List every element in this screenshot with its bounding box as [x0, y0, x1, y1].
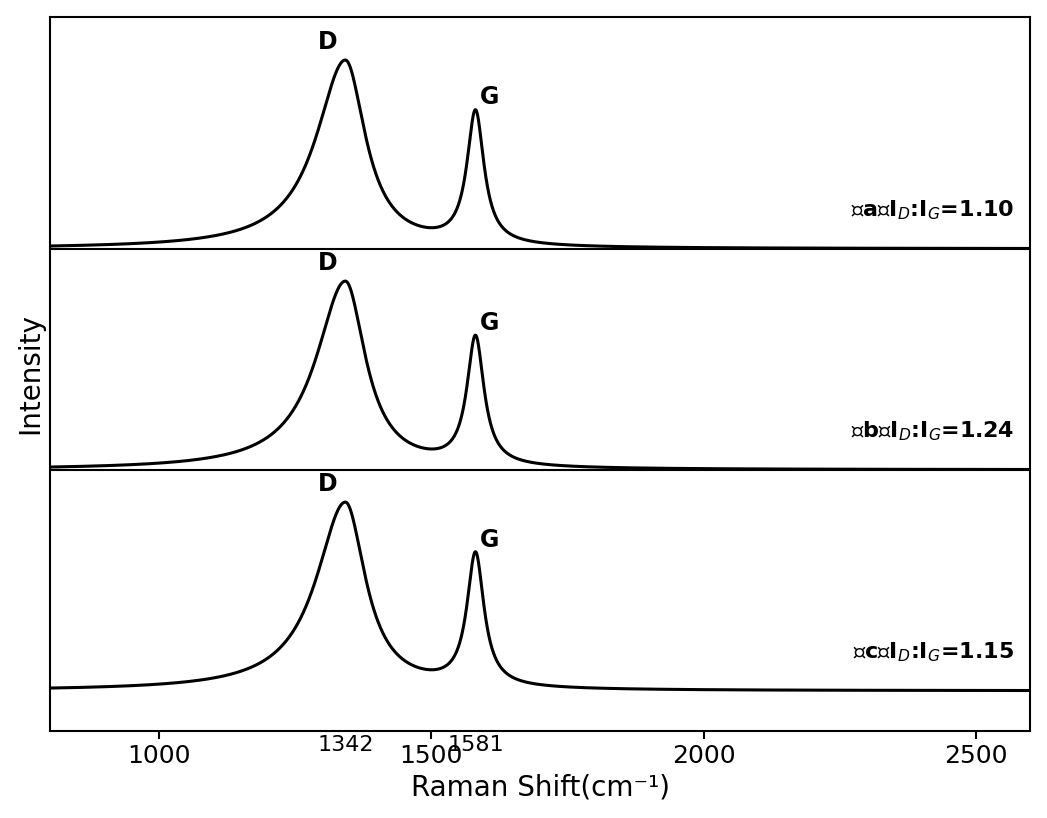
Text: D: D	[317, 30, 337, 54]
Text: （b）I$_D$:I$_G$=1.24: （b）I$_D$:I$_G$=1.24	[851, 420, 1013, 443]
Text: 1342: 1342	[317, 735, 374, 755]
Text: 1581: 1581	[447, 735, 504, 755]
Text: G: G	[480, 86, 499, 110]
Y-axis label: Intensity: Intensity	[17, 313, 45, 434]
Text: （c）I$_D$:I$_G$=1.15: （c）I$_D$:I$_G$=1.15	[853, 640, 1013, 664]
Text: G: G	[480, 311, 499, 335]
Text: （a）I$_D$:I$_G$=1.10: （a）I$_D$:I$_G$=1.10	[850, 199, 1013, 222]
Text: D: D	[317, 472, 337, 497]
Text: G: G	[480, 528, 499, 551]
Text: D: D	[317, 251, 337, 276]
X-axis label: Raman Shift(cm⁻¹): Raman Shift(cm⁻¹)	[410, 773, 670, 802]
